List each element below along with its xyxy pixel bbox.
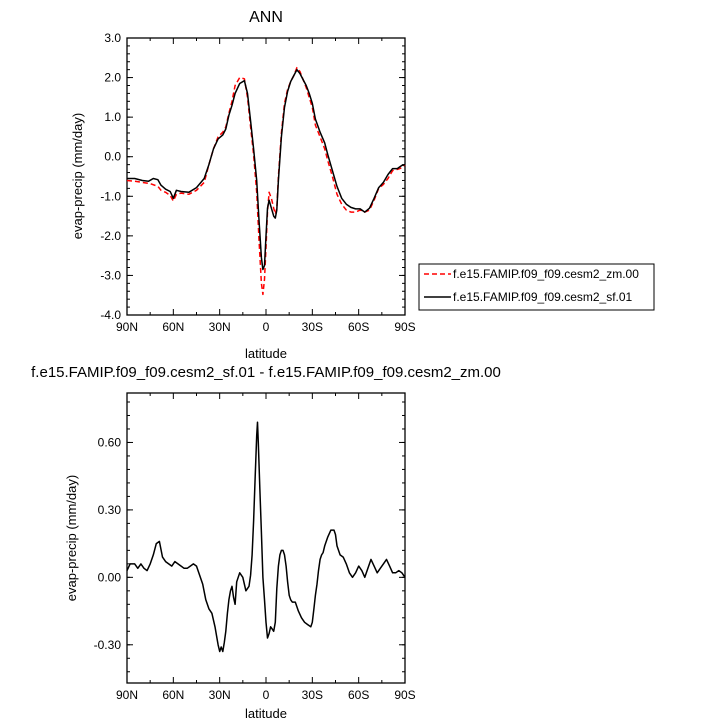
top-chart-title: ANN bbox=[249, 9, 283, 26]
y-tick-label: -3.0 bbox=[100, 268, 121, 282]
y-tick-label: 3.0 bbox=[104, 31, 121, 45]
bottom-panel: f.e15.FAMIP.f09_f09.cesm2_sf.01 - f.e15.… bbox=[31, 364, 501, 721]
x-tick-label: 60N bbox=[162, 688, 184, 702]
x-tick-label: 90S bbox=[394, 688, 415, 702]
bottom-plot-frame bbox=[126, 392, 406, 684]
y-tick-label: -0.30 bbox=[94, 638, 122, 652]
y-tick-label: -4.0 bbox=[100, 308, 121, 322]
top-y-axis-label: evap-precip (mm/day) bbox=[70, 113, 85, 239]
top-x-axis-label: latitude bbox=[245, 346, 287, 361]
x-tick-label: 30N bbox=[209, 320, 231, 334]
top-x-tick-labels: 90N 60N 30N 0 30S 60S 90S bbox=[116, 320, 416, 334]
top-plot-frame bbox=[126, 37, 406, 316]
y-tick-label: -2.0 bbox=[100, 229, 121, 243]
bottom-x-axis-label: latitude bbox=[245, 706, 287, 721]
bottom-axis-ticks bbox=[126, 393, 406, 683]
legend-label-zm: f.e15.FAMIP.f09_f09.cesm2_zm.00 bbox=[453, 267, 639, 281]
y-tick-label: 0.30 bbox=[98, 503, 122, 517]
bottom-x-tick-labels: 90N 60N 30N 0 30S 60S 90S bbox=[116, 688, 416, 702]
bottom-series-lines bbox=[126, 421, 406, 653]
top-axis-ticks bbox=[126, 37, 406, 316]
x-tick-label: 90N bbox=[116, 688, 138, 702]
y-tick-label: 2.0 bbox=[104, 71, 121, 85]
x-tick-label: 30S bbox=[302, 688, 323, 702]
y-tick-label: 0.60 bbox=[98, 435, 122, 449]
top-series-line-1 bbox=[127, 68, 406, 271]
x-tick-label: 30S bbox=[302, 320, 323, 334]
legend: f.e15.FAMIP.f09_f09.cesm2_zm.00 f.e15.FA… bbox=[418, 263, 655, 311]
x-tick-label: 60N bbox=[162, 320, 184, 334]
bottom-y-tick-labels: -0.30 0.00 0.30 0.60 bbox=[94, 435, 122, 651]
x-tick-label: 30N bbox=[209, 688, 231, 702]
legend-box bbox=[418, 263, 655, 311]
bottom-y-axis-label: evap-precip (mm/day) bbox=[64, 475, 79, 601]
top-y-tick-labels: -4.0 -3.0 -2.0 -1.0 0.0 1.0 2.0 3.0 bbox=[100, 31, 121, 322]
bottom-series-line-0 bbox=[126, 421, 406, 653]
y-tick-label: -1.0 bbox=[100, 189, 121, 203]
x-tick-label: 60S bbox=[348, 320, 369, 334]
x-tick-label: 0 bbox=[263, 688, 270, 702]
top-panel: ANN -4.0 -3.0 -2.0 -1.0 0.0 1.0 2.0 3.0 90N 60N 3… bbox=[70, 9, 416, 361]
x-tick-label: 60S bbox=[348, 688, 369, 702]
x-tick-label: 90S bbox=[394, 320, 415, 334]
x-tick-label: 0 bbox=[263, 320, 270, 334]
top-series-lines bbox=[126, 66, 406, 296]
top-series-line-0 bbox=[126, 66, 406, 296]
bottom-chart-title: f.e15.FAMIP.f09_f09.cesm2_sf.01 - f.e15.… bbox=[31, 364, 501, 381]
y-tick-label: 0.0 bbox=[104, 150, 121, 164]
x-tick-label: 90N bbox=[116, 320, 138, 334]
legend-label-sf: f.e15.FAMIP.f09_f09.cesm2_sf.01 bbox=[453, 290, 633, 304]
y-tick-label: 1.0 bbox=[104, 110, 121, 124]
y-tick-label: 0.00 bbox=[98, 570, 122, 584]
